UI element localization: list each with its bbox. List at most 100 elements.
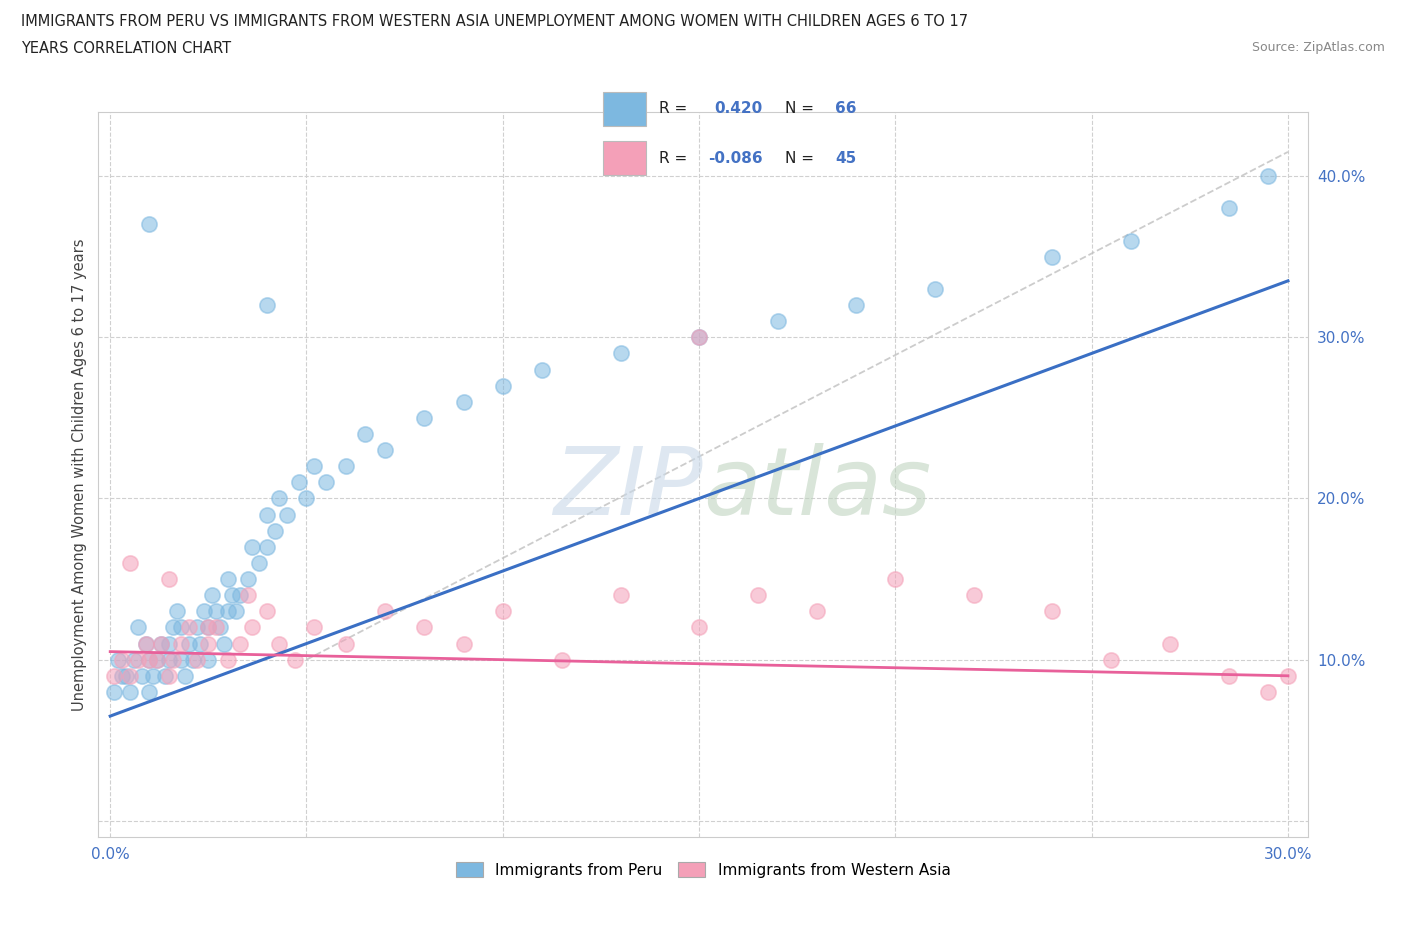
Point: [1042, 604, 1064, 618]
Text: 45: 45: [835, 151, 856, 166]
Point: [197, 636, 219, 651]
Point: [193, 604, 215, 618]
Point: [197, 620, 219, 635]
Point: [122, 652, 145, 667]
Point: [550, 652, 572, 667]
Point: [118, 555, 141, 570]
Point: [107, 652, 129, 667]
Point: [142, 669, 165, 684]
Point: [186, 652, 208, 667]
Point: [225, 604, 247, 618]
Bar: [603, 92, 647, 126]
Legend: Immigrants from Peru, Immigrants from Western Asia: Immigrants from Peru, Immigrants from We…: [450, 856, 956, 884]
Point: [229, 636, 252, 651]
Point: [1257, 168, 1279, 183]
Point: [1119, 233, 1142, 248]
Point: [374, 604, 396, 618]
Point: [240, 620, 263, 635]
Point: [267, 491, 290, 506]
Point: [135, 636, 157, 651]
Point: [256, 298, 278, 312]
Point: [492, 604, 515, 618]
Point: [170, 636, 193, 651]
Point: [150, 636, 173, 651]
Point: [609, 588, 631, 603]
Point: [845, 298, 868, 312]
Point: [217, 604, 239, 618]
Point: [1042, 249, 1064, 264]
Point: [212, 636, 235, 651]
Text: YEARS CORRELATION CHART: YEARS CORRELATION CHART: [21, 41, 231, 56]
Point: [256, 507, 278, 522]
Point: [146, 652, 169, 667]
Point: [688, 620, 710, 635]
Point: [229, 588, 252, 603]
Point: [609, 346, 631, 361]
Point: [221, 588, 243, 603]
Point: [197, 620, 219, 635]
Bar: [603, 141, 647, 175]
Point: [453, 394, 475, 409]
Point: [1218, 201, 1240, 216]
Point: [138, 684, 160, 699]
Point: [240, 539, 263, 554]
Point: [153, 669, 176, 684]
Point: [1218, 669, 1240, 684]
Text: N =: N =: [786, 151, 814, 166]
Point: [162, 652, 184, 667]
Point: [806, 604, 828, 618]
Point: [205, 620, 228, 635]
Point: [138, 652, 160, 667]
Point: [135, 636, 157, 651]
Point: [103, 684, 125, 699]
Point: [276, 507, 298, 522]
Point: [118, 684, 141, 699]
Text: N =: N =: [786, 101, 814, 116]
Point: [1277, 669, 1299, 684]
Point: [209, 620, 232, 635]
Point: [304, 458, 326, 473]
Point: [884, 572, 907, 587]
Point: [186, 620, 208, 635]
Point: [492, 379, 515, 393]
Point: [413, 410, 436, 425]
Point: [264, 524, 287, 538]
Point: [1257, 684, 1279, 699]
Point: [205, 604, 228, 618]
Point: [127, 652, 149, 667]
Point: [287, 475, 309, 490]
Point: [217, 572, 239, 587]
Point: [374, 443, 396, 458]
Point: [173, 669, 195, 684]
Point: [747, 588, 769, 603]
Point: [413, 620, 436, 635]
Point: [766, 313, 789, 328]
Point: [267, 636, 290, 651]
Y-axis label: Unemployment Among Women with Children Ages 6 to 17 years: Unemployment Among Women with Children A…: [72, 238, 87, 711]
Point: [170, 652, 193, 667]
Point: [162, 620, 184, 635]
Text: atlas: atlas: [703, 444, 931, 535]
Point: [236, 572, 259, 587]
Point: [170, 620, 193, 635]
Point: [157, 636, 180, 651]
Point: [335, 458, 357, 473]
Point: [118, 669, 141, 684]
Text: R =: R =: [658, 101, 686, 116]
Point: [157, 669, 180, 684]
Point: [236, 588, 259, 603]
Point: [304, 620, 326, 635]
Point: [256, 604, 278, 618]
Point: [963, 588, 986, 603]
Point: [453, 636, 475, 651]
Point: [295, 491, 318, 506]
Text: ZIP: ZIP: [554, 444, 703, 535]
Point: [138, 652, 160, 667]
Point: [924, 282, 946, 297]
Point: [217, 652, 239, 667]
Point: [688, 330, 710, 345]
Point: [247, 555, 270, 570]
Point: [190, 636, 212, 651]
Point: [157, 652, 180, 667]
Point: [531, 362, 554, 377]
